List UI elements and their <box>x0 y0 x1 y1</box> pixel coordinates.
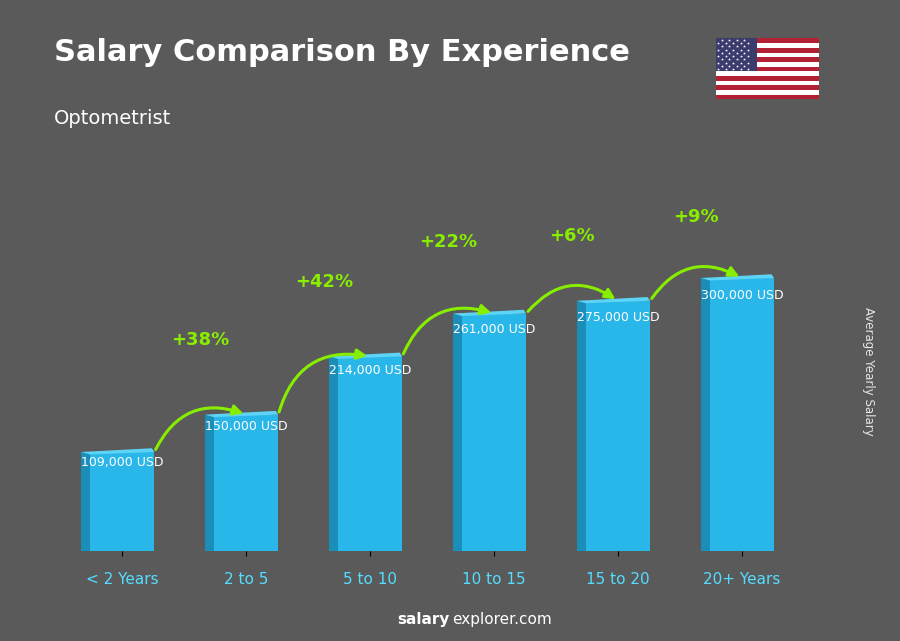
Polygon shape <box>205 411 278 417</box>
Text: Average Yearly Salary: Average Yearly Salary <box>862 308 875 436</box>
Polygon shape <box>81 448 155 454</box>
Bar <box>716 90 819 95</box>
FancyArrowPatch shape <box>528 285 613 312</box>
Bar <box>716 48 819 53</box>
Polygon shape <box>329 353 402 359</box>
FancyArrowPatch shape <box>652 267 736 299</box>
Text: +22%: +22% <box>419 233 477 251</box>
Polygon shape <box>577 301 586 551</box>
Polygon shape <box>453 310 526 316</box>
Polygon shape <box>453 313 462 551</box>
Bar <box>716 38 819 43</box>
Text: +9%: +9% <box>673 208 719 226</box>
FancyArrowPatch shape <box>156 406 240 449</box>
Text: +42%: +42% <box>295 272 353 290</box>
FancyArrowPatch shape <box>279 350 364 412</box>
Text: +38%: +38% <box>171 331 230 349</box>
Bar <box>716 43 819 48</box>
Bar <box>716 95 819 99</box>
Bar <box>716 71 819 76</box>
Text: 261,000 USD: 261,000 USD <box>453 323 536 336</box>
Polygon shape <box>701 274 774 281</box>
Bar <box>716 85 819 90</box>
Text: 275,000 USD: 275,000 USD <box>577 311 660 324</box>
Text: < 2 Years: < 2 Years <box>86 572 158 587</box>
Bar <box>716 67 819 71</box>
Bar <box>716 38 757 71</box>
Bar <box>462 313 526 551</box>
Bar <box>716 53 819 57</box>
Text: 300,000 USD: 300,000 USD <box>701 289 784 302</box>
Text: 10 to 15: 10 to 15 <box>463 572 526 587</box>
Bar <box>338 356 402 551</box>
Text: salary: salary <box>398 612 450 627</box>
FancyBboxPatch shape <box>715 38 820 100</box>
Polygon shape <box>81 452 90 551</box>
Text: 20+ Years: 20+ Years <box>703 572 780 587</box>
Bar <box>716 76 819 81</box>
Text: explorer.com: explorer.com <box>452 612 552 627</box>
Text: 2 to 5: 2 to 5 <box>224 572 268 587</box>
Bar <box>586 301 650 551</box>
Bar <box>716 62 819 67</box>
Text: 109,000 USD: 109,000 USD <box>81 456 164 469</box>
Bar <box>90 452 155 551</box>
Polygon shape <box>577 297 650 303</box>
FancyArrowPatch shape <box>403 306 488 354</box>
Polygon shape <box>329 356 338 551</box>
Text: +6%: +6% <box>549 228 595 246</box>
Text: Salary Comparison By Experience: Salary Comparison By Experience <box>54 38 630 67</box>
Text: 214,000 USD: 214,000 USD <box>329 364 411 377</box>
Bar <box>716 81 819 85</box>
Text: 15 to 20: 15 to 20 <box>586 572 650 587</box>
Bar <box>709 278 774 551</box>
Text: 150,000 USD: 150,000 USD <box>205 420 288 433</box>
Text: 5 to 10: 5 to 10 <box>343 572 397 587</box>
Bar <box>214 415 278 551</box>
Text: Optometrist: Optometrist <box>54 109 171 128</box>
Polygon shape <box>205 415 214 551</box>
Bar <box>716 57 819 62</box>
Polygon shape <box>701 278 709 551</box>
